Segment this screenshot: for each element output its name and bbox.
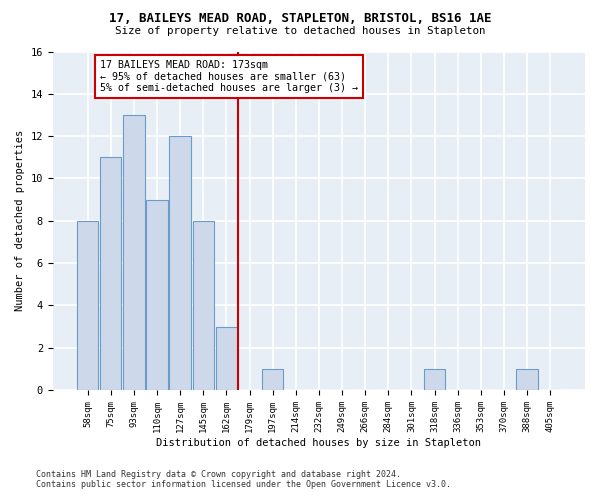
Y-axis label: Number of detached properties: Number of detached properties xyxy=(15,130,25,312)
Bar xyxy=(100,158,121,390)
Bar xyxy=(262,369,283,390)
Bar xyxy=(517,369,538,390)
Bar xyxy=(424,369,445,390)
Bar xyxy=(77,220,98,390)
Bar xyxy=(123,115,145,390)
Text: Size of property relative to detached houses in Stapleton: Size of property relative to detached ho… xyxy=(115,26,485,36)
Text: Contains HM Land Registry data © Crown copyright and database right 2024.
Contai: Contains HM Land Registry data © Crown c… xyxy=(36,470,451,489)
Bar xyxy=(169,136,191,390)
X-axis label: Distribution of detached houses by size in Stapleton: Distribution of detached houses by size … xyxy=(157,438,481,448)
Text: 17, BAILEYS MEAD ROAD, STAPLETON, BRISTOL, BS16 1AE: 17, BAILEYS MEAD ROAD, STAPLETON, BRISTO… xyxy=(109,12,491,26)
Text: 17 BAILEYS MEAD ROAD: 173sqm
← 95% of detached houses are smaller (63)
5% of sem: 17 BAILEYS MEAD ROAD: 173sqm ← 95% of de… xyxy=(100,60,358,93)
Bar xyxy=(193,220,214,390)
Bar xyxy=(146,200,167,390)
Bar xyxy=(216,326,237,390)
